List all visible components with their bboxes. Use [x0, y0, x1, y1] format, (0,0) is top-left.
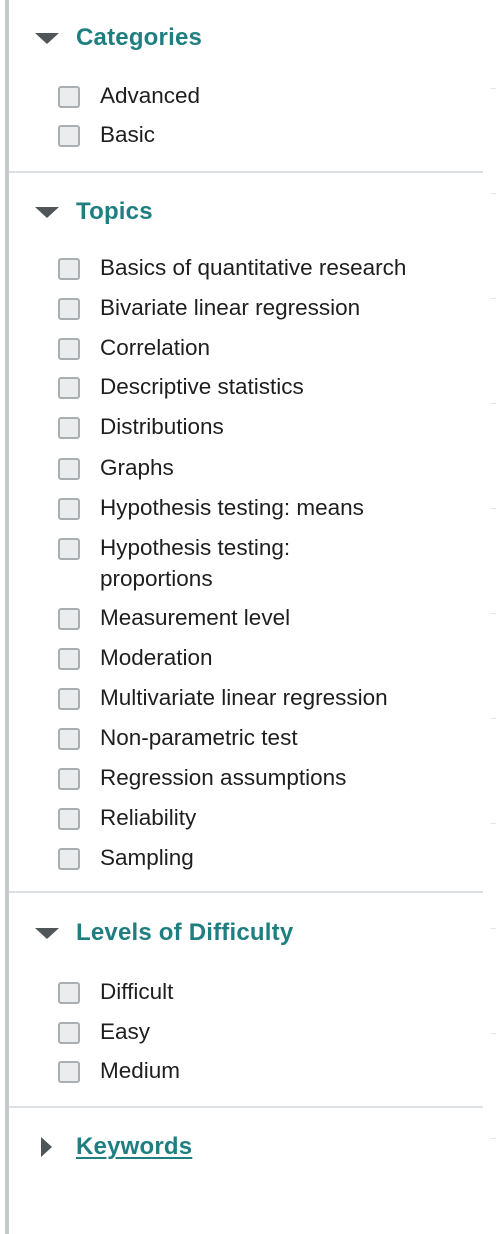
option-label: Regression assumptions [100, 765, 347, 790]
filter-option-topic[interactable]: Bivariate linear regression [58, 295, 478, 323]
option-label: Multivariate linear regression [100, 685, 388, 710]
filter-option-topic[interactable]: Non-parametric test [58, 725, 478, 753]
section-divider [9, 891, 483, 893]
checkbox[interactable] [58, 648, 80, 670]
checkbox[interactable] [58, 258, 80, 280]
option-label: Advanced [100, 83, 201, 108]
filter-option-topic[interactable]: Descriptive statistics [58, 374, 478, 402]
option-label: Measurement level [100, 605, 291, 630]
sidebar-left-border [5, 0, 9, 1234]
section-header-topics[interactable]: Topics [9, 197, 153, 227]
option-label: Basics of quantitative research [100, 255, 407, 280]
checkbox[interactable] [58, 728, 80, 750]
checkbox[interactable] [58, 298, 80, 320]
section-title-levels-of-difficulty: Levels of Difficulty [76, 919, 294, 946]
checkbox[interactable] [58, 768, 80, 790]
filter-option-topic[interactable]: Hypothesis testing: proportions [58, 535, 478, 594]
section-title-topics: Topics [76, 198, 153, 225]
checkbox[interactable] [58, 338, 80, 360]
checkbox[interactable] [58, 458, 80, 480]
option-label: Reliability [100, 805, 197, 830]
filter-option-topic[interactable]: Basics of quantitative research [58, 255, 478, 283]
filter-option-topic[interactable]: Hypothesis testing: means [58, 495, 478, 523]
checkbox[interactable] [58, 608, 80, 630]
option-label: Graphs [100, 455, 174, 480]
filter-option-topic[interactable]: Reliability [58, 805, 478, 833]
content-edge [490, 0, 496, 1234]
option-label: Basic [100, 122, 156, 147]
checkbox[interactable] [58, 86, 80, 108]
checkbox[interactable] [58, 417, 80, 439]
filter-option-topic[interactable]: Multivariate linear regression [58, 685, 478, 713]
filter-option-easy[interactable]: Easy [58, 1019, 478, 1047]
caret-down-icon [35, 927, 59, 939]
filter-option-basic[interactable]: Basic [58, 122, 478, 150]
checkbox[interactable] [58, 688, 80, 710]
filter-option-difficult[interactable]: Difficult [58, 979, 478, 1007]
option-label: Easy [100, 1019, 151, 1044]
checkbox[interactable] [58, 125, 80, 147]
checkbox[interactable] [58, 498, 80, 520]
option-label: Distributions [100, 414, 224, 439]
caret-down-icon [35, 206, 59, 218]
filter-option-topic[interactable]: Graphs [58, 455, 478, 483]
option-label: Correlation [100, 335, 211, 360]
checkbox[interactable] [58, 848, 80, 870]
option-label: Medium [100, 1058, 181, 1083]
option-label: Hypothesis testing: proportions [100, 535, 291, 591]
filter-option-topic[interactable]: Sampling [58, 845, 478, 873]
section-header-levels-of-difficulty[interactable]: Levels of Difficulty [9, 918, 293, 948]
option-label: Bivariate linear regression [100, 295, 361, 320]
section-title-categories: Categories [76, 24, 203, 51]
filter-option-topic[interactable]: Measurement level [58, 605, 478, 633]
option-label: Descriptive statistics [100, 374, 304, 399]
checkbox[interactable] [58, 377, 80, 399]
filter-option-advanced[interactable]: Advanced [58, 83, 478, 111]
section-header-categories[interactable]: Categories [9, 23, 202, 53]
checkbox[interactable] [58, 808, 80, 830]
filter-option-topic[interactable]: Regression assumptions [58, 765, 478, 793]
checkbox[interactable] [58, 1061, 80, 1083]
caret-down-icon [35, 32, 59, 44]
checkbox[interactable] [58, 982, 80, 1004]
option-label: Hypothesis testing: means [100, 495, 364, 520]
option-label: Difficult [100, 979, 174, 1004]
option-label: Sampling [100, 845, 194, 870]
section-divider [9, 171, 483, 173]
filter-option-topic[interactable]: Distributions [58, 414, 478, 442]
section-header-keywords[interactable]: Keywords [9, 1132, 192, 1162]
checkbox[interactable] [58, 538, 80, 560]
caret-right-icon [41, 1137, 52, 1157]
option-label: Moderation [100, 645, 213, 670]
section-title-keywords[interactable]: Keywords [76, 1133, 193, 1160]
section-divider [9, 1106, 483, 1108]
filter-option-medium[interactable]: Medium [58, 1058, 478, 1086]
checkbox[interactable] [58, 1022, 80, 1044]
filter-option-topic[interactable]: Correlation [58, 335, 478, 363]
filter-option-topic[interactable]: Moderation [58, 645, 478, 673]
option-label: Non-parametric test [100, 725, 298, 750]
